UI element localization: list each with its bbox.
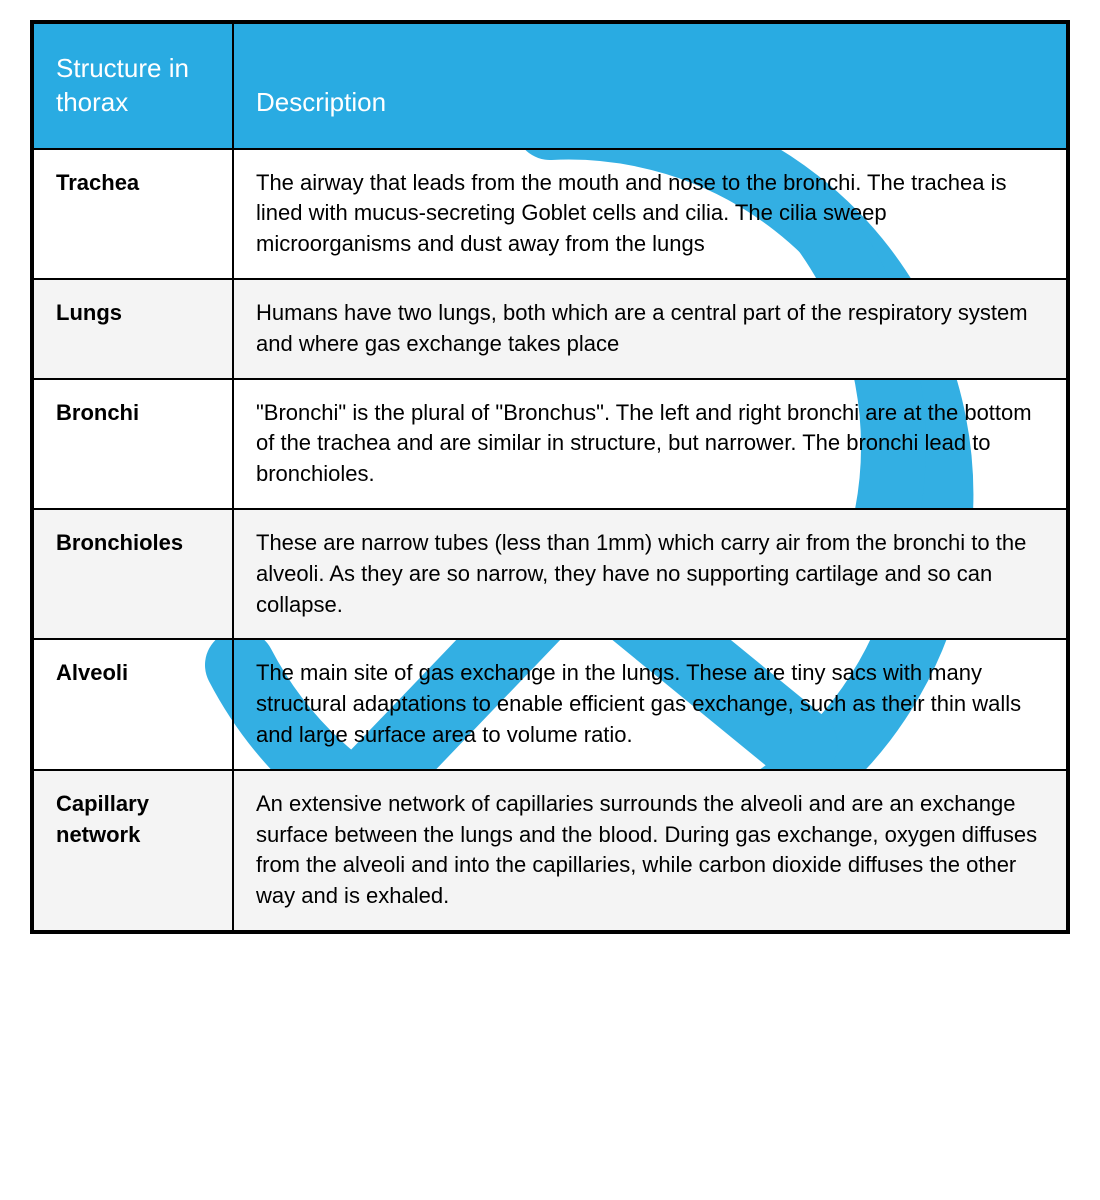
cell-description: The main site of gas exchange in the lun… xyxy=(233,639,1067,769)
table-header-row: Structure in thorax Description xyxy=(33,23,1067,149)
cell-structure: Alveoli xyxy=(33,639,233,769)
table-row: Trachea The airway that leads from the m… xyxy=(33,149,1067,279)
table-row: Alveoli The main site of gas exchange in… xyxy=(33,639,1067,769)
cell-structure: Trachea xyxy=(33,149,233,279)
cell-description: An extensive network of capillaries surr… xyxy=(233,770,1067,931)
cell-description: These are narrow tubes (less than 1mm) w… xyxy=(233,509,1067,639)
table-row: Capillary network An extensive network o… xyxy=(33,770,1067,931)
cell-description: "Bronchi" is the plural of "Bronchus". T… xyxy=(233,379,1067,509)
cell-structure: Bronchi xyxy=(33,379,233,509)
structures-table: Structure in thorax Description Trachea … xyxy=(32,22,1068,932)
cell-structure: Bronchioles xyxy=(33,509,233,639)
table-row: Bronchioles These are narrow tubes (less… xyxy=(33,509,1067,639)
col-header-structure: Structure in thorax xyxy=(33,23,233,149)
table-body: Trachea The airway that leads from the m… xyxy=(33,149,1067,931)
table-row: Lungs Humans have two lungs, both which … xyxy=(33,279,1067,379)
cell-structure: Capillary network xyxy=(33,770,233,931)
thorax-structures-table: Structure in thorax Description Trachea … xyxy=(30,20,1070,934)
table-row: Bronchi "Bronchi" is the plural of "Bron… xyxy=(33,379,1067,509)
cell-structure: Lungs xyxy=(33,279,233,379)
col-header-description: Description xyxy=(233,23,1067,149)
cell-description: Humans have two lungs, both which are a … xyxy=(233,279,1067,379)
cell-description: The airway that leads from the mouth and… xyxy=(233,149,1067,279)
